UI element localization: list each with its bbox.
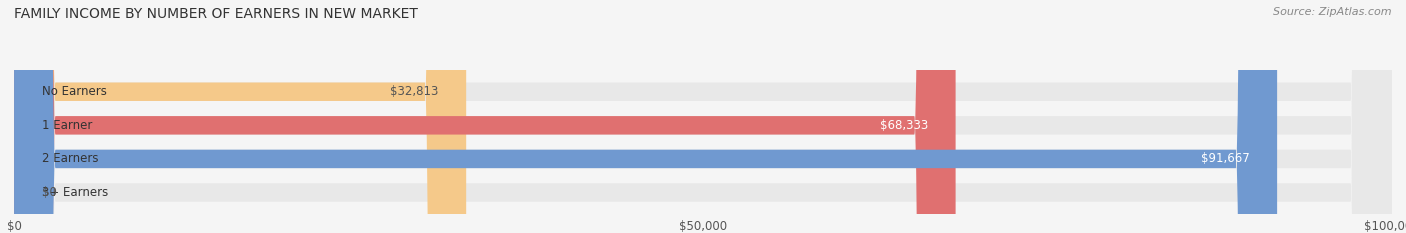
Text: $0: $0 (42, 186, 56, 199)
Text: $32,813: $32,813 (391, 85, 439, 98)
Text: No Earners: No Earners (42, 85, 107, 98)
FancyBboxPatch shape (14, 0, 467, 233)
FancyBboxPatch shape (14, 0, 956, 233)
Text: $91,667: $91,667 (1201, 152, 1250, 165)
FancyBboxPatch shape (14, 0, 1392, 233)
FancyBboxPatch shape (14, 0, 1277, 233)
Text: 2 Earners: 2 Earners (42, 152, 98, 165)
Text: 1 Earner: 1 Earner (42, 119, 91, 132)
FancyBboxPatch shape (14, 0, 1392, 233)
Text: 3+ Earners: 3+ Earners (42, 186, 108, 199)
FancyBboxPatch shape (14, 0, 1392, 233)
Text: FAMILY INCOME BY NUMBER OF EARNERS IN NEW MARKET: FAMILY INCOME BY NUMBER OF EARNERS IN NE… (14, 7, 418, 21)
FancyBboxPatch shape (14, 0, 1392, 233)
Text: Source: ZipAtlas.com: Source: ZipAtlas.com (1274, 7, 1392, 17)
Text: $68,333: $68,333 (880, 119, 928, 132)
